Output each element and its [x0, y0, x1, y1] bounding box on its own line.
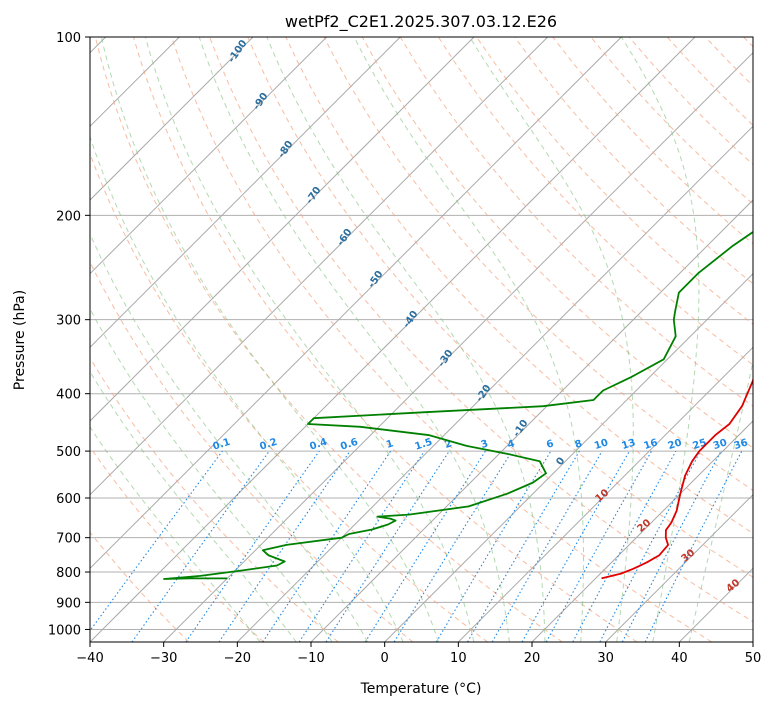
y-tick-label: 100 [56, 31, 81, 46]
x-tick-label: 0 [381, 651, 389, 666]
x-tick-label: −10 [297, 651, 324, 666]
y-tick-label: 800 [56, 566, 81, 581]
x-axis-label: Temperature (°C) [360, 681, 482, 697]
y-tick-label: 300 [56, 314, 81, 329]
x-tick-label: 30 [597, 651, 614, 666]
x-tick-label: −40 [76, 651, 103, 666]
y-tick-label: 1000 [48, 623, 81, 638]
x-tick-label: −20 [224, 651, 251, 666]
y-tick-label: 900 [56, 596, 81, 611]
y-tick-label: 600 [56, 492, 81, 507]
y-tick-label: 500 [56, 445, 81, 460]
y-tick-label: 700 [56, 532, 81, 547]
x-tick-label: 20 [524, 651, 541, 666]
y-tick-label: 200 [56, 209, 81, 224]
x-tick-label: 50 [745, 651, 762, 666]
y-tick-label: 400 [56, 388, 81, 403]
x-tick-label: 10 [450, 651, 467, 666]
y-axis-label: Pressure (hPa) [12, 290, 28, 390]
x-tick-label: −30 [150, 651, 177, 666]
x-tick-label: 40 [671, 651, 688, 666]
chart-title: wetPf2_C2E1.2025.307.03.12.E26 [285, 12, 557, 32]
